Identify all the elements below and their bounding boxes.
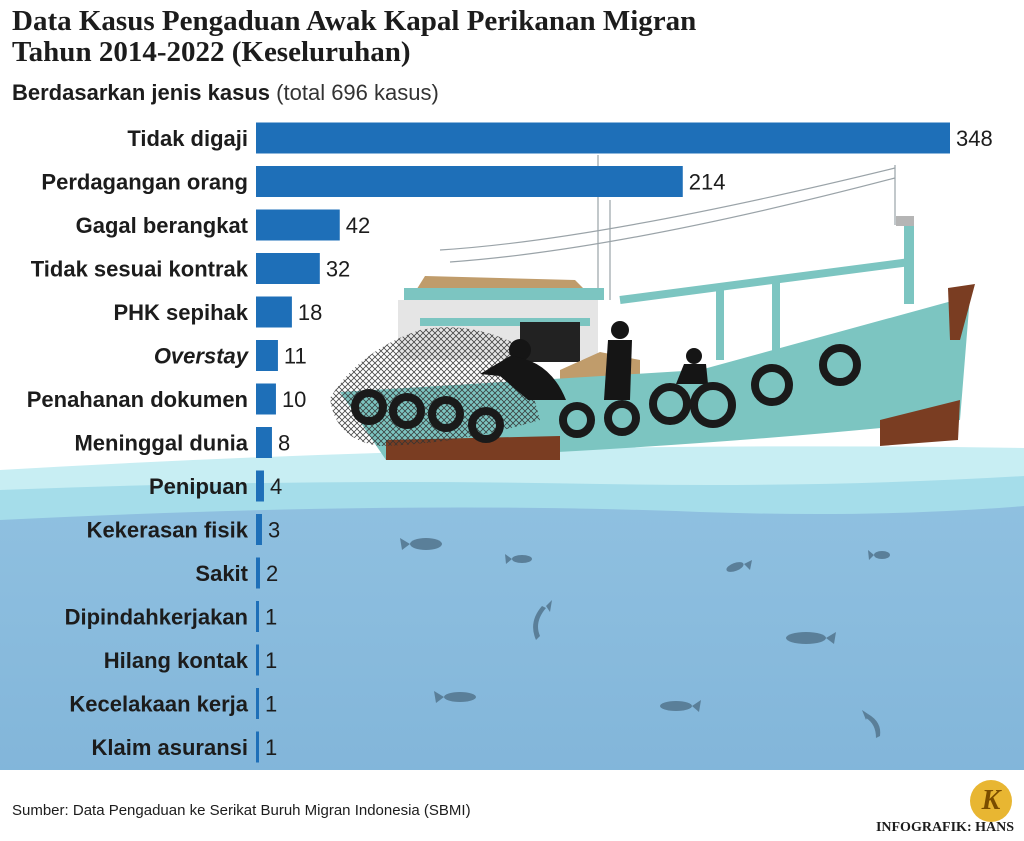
category-label-4: PHK sepihak	[114, 300, 249, 325]
value-label-0: 348	[956, 126, 993, 151]
bar-1	[256, 166, 683, 197]
value-label-11: 1	[265, 605, 277, 630]
fish-icon	[660, 700, 701, 712]
category-label-6: Penahanan dokumen	[27, 387, 248, 412]
bar-7	[256, 427, 272, 458]
category-label-5: Overstay	[154, 344, 250, 369]
category-label-12: Hilang kontak	[104, 648, 249, 673]
fishing-boat	[330, 155, 975, 460]
value-label-7: 8	[278, 431, 290, 456]
fish-icon	[868, 550, 890, 560]
kompas-logo: K	[970, 780, 1012, 822]
value-label-2: 42	[346, 213, 370, 238]
value-label-6: 10	[282, 387, 306, 412]
credit-line: INFOGRAFIK: HANS	[875, 820, 1014, 835]
bar-12	[256, 644, 259, 676]
value-label-14: 1	[265, 735, 277, 760]
value-label-1: 214	[689, 170, 726, 195]
bar-2	[256, 209, 340, 241]
category-label-11: Dipindahkerjakan	[65, 605, 248, 630]
chart-title: Data Kasus Pengaduan Awak Kapal Perikana…	[12, 6, 696, 68]
source-note: Sumber: Data Pengaduan ke Serikat Buruh …	[12, 802, 471, 819]
bar-9	[256, 514, 262, 545]
fish-icon	[400, 538, 442, 550]
value-label-13: 1	[265, 692, 277, 717]
value-label-8: 4	[270, 474, 282, 499]
bar-4	[256, 296, 292, 328]
bar-10	[256, 557, 260, 589]
bar-5	[256, 340, 278, 371]
fish-icon	[862, 710, 881, 738]
sea-background	[0, 446, 1024, 841]
value-label-3: 32	[326, 257, 350, 282]
value-label-4: 18	[298, 300, 322, 325]
fish-icon	[505, 554, 532, 564]
title-line-2: Tahun 2014-2022 (Keseluruhan)	[12, 36, 411, 68]
bar-11	[256, 601, 259, 632]
category-label-10: Sakit	[195, 561, 248, 586]
category-label-1: Perdagangan orang	[41, 170, 248, 195]
subtitle-note: (total 696 kasus)	[276, 80, 439, 105]
fish-icon	[786, 632, 836, 644]
category-label-13: Kecelakaan kerja	[69, 692, 248, 717]
category-label-0: Tidak digaji	[127, 126, 248, 151]
bar-3	[256, 253, 320, 284]
value-label-9: 3	[268, 518, 280, 543]
fish-icon	[726, 560, 752, 572]
bar-6	[256, 383, 276, 415]
category-label-9: Kekerasan fisik	[87, 518, 249, 543]
bar-14	[256, 731, 259, 763]
value-label-10: 2	[266, 561, 278, 586]
subtitle-bold: Berdasarkan jenis kasus	[12, 80, 271, 105]
value-label-12: 1	[265, 648, 277, 673]
fish-group	[400, 538, 890, 738]
fish-icon	[434, 691, 476, 703]
fish-icon	[533, 600, 552, 640]
category-label-7: Meninggal dunia	[74, 431, 248, 456]
category-label-8: Penipuan	[149, 474, 248, 499]
bar-13	[256, 688, 259, 719]
bar-0	[256, 122, 950, 154]
chart-subtitle: Berdasarkan jenis kasus (total 696 kasus…	[12, 80, 439, 106]
title-line-1: Data Kasus Pengaduan Awak Kapal Perikana…	[12, 5, 697, 37]
category-label-2: Gagal berangkat	[76, 213, 249, 238]
value-label-5: 11	[284, 344, 307, 369]
category-label-14: Klaim asuransi	[91, 735, 248, 760]
category-label-3: Tidak sesuai kontrak	[31, 257, 249, 282]
bar-8	[256, 470, 264, 502]
